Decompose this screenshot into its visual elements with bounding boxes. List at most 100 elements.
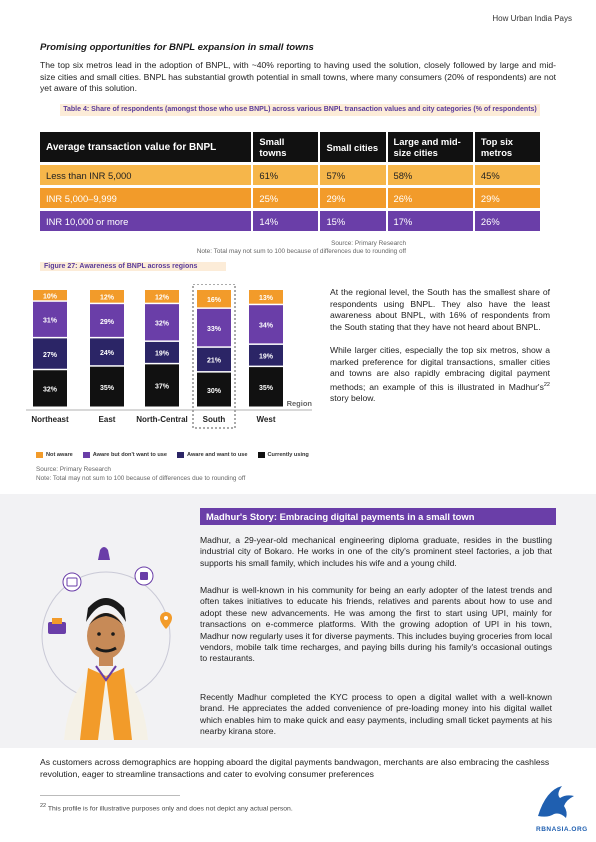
chart-legend: Not aware Aware but don't want to use Awar… <box>36 452 309 458</box>
bar-segment <box>90 290 124 303</box>
figure-note: Note: Total may not sum to 100 because o… <box>36 475 246 482</box>
legend-item: Not aware <box>36 452 73 458</box>
bar-value-label: 35% <box>100 385 115 392</box>
table-header-cell: Small towns <box>251 132 319 162</box>
highlight-box <box>192 284 236 429</box>
table-cell: 29% <box>318 188 386 208</box>
bar-value-label: 27% <box>43 352 58 359</box>
bar-segment <box>145 364 179 407</box>
table-header-cell: Large and mid-size cities <box>385 132 473 162</box>
story-paragraph-2: Madhur is well-known in his community fo… <box>200 585 552 664</box>
category-label: East <box>99 415 116 424</box>
bar-value-label: 16% <box>207 297 222 304</box>
bar-value-label: 19% <box>259 354 274 361</box>
table-caption: Table 4: Share of respondents (amongst t… <box>60 104 540 116</box>
footnote: 22 This profile is for illustrative purp… <box>40 803 293 812</box>
figure-caption: Figure 27: Awareness of BNPL across regi… <box>40 262 226 271</box>
story-title: Madhur's Story: Embracing digital paymen… <box>200 508 556 525</box>
bar-value-label: 32% <box>43 387 58 394</box>
bar-segment <box>249 344 283 366</box>
table-row: INR 5,000–9,999 25% 29% 26% 29% <box>40 188 540 208</box>
bar-value-label: 35% <box>259 385 274 392</box>
bar-segment <box>90 366 124 407</box>
bar-segment <box>90 338 124 366</box>
table-cell: 58% <box>385 165 473 185</box>
footnote-number: 22 <box>40 803 47 809</box>
bar-value-label: 19% <box>155 351 170 358</box>
legend-label: Aware and want to use <box>187 452 248 458</box>
bar-value-label: 13% <box>259 295 274 302</box>
table-note: Note: Total may not sum to 100 because o… <box>196 248 406 255</box>
section-title: Promising opportunities for BNPL expansi… <box>40 42 314 53</box>
bar-segment <box>145 341 179 363</box>
table-header-cell: Top six metros <box>472 132 540 162</box>
bar-segment <box>249 367 283 407</box>
legend-label: Not aware <box>46 452 73 458</box>
bar-value-label: 24% <box>100 350 115 357</box>
regional-paragraph-2: While larger cities, especially the top … <box>330 345 550 404</box>
eagle-logo-icon <box>538 786 574 818</box>
bar-value-label: 33% <box>207 326 222 333</box>
table-cell: 61% <box>251 165 319 185</box>
bar-value-label: 29% <box>100 319 115 326</box>
table-row: INR 10,000 or more 14% 15% 17% 26% <box>40 211 540 231</box>
bar-segment <box>145 290 179 303</box>
legend-label: Aware but don't want to use <box>92 452 167 458</box>
logo-text: RBNASIA.ORG <box>536 826 588 833</box>
table-cell: 26% <box>472 211 540 231</box>
table-cell: 45% <box>472 165 540 185</box>
regional-paragraph-2-text: While larger cities, especially the top … <box>330 345 550 392</box>
bnpl-transaction-table: Average transaction value for BNPL Small… <box>40 129 540 234</box>
footnote-divider <box>40 795 180 796</box>
bar-segment <box>33 290 67 301</box>
person-illustration-icon <box>41 547 172 740</box>
regional-paragraph-2-end: story below. <box>330 392 376 403</box>
bar-value-label: 21% <box>207 358 222 365</box>
table-cell: 17% <box>385 211 473 231</box>
bar-segment <box>90 304 124 337</box>
legend-swatch <box>82 452 90 458</box>
figure-source: Source: Primary Research <box>36 466 111 473</box>
table-cell: 26% <box>385 188 473 208</box>
x-axis-title: Region <box>287 399 313 408</box>
bar-segment <box>197 347 231 372</box>
footnote-ref: 22 <box>543 381 550 388</box>
table-caption-prefix: Table 4: <box>63 106 90 113</box>
table-cell: 15% <box>318 211 386 231</box>
legend-swatch <box>36 452 43 458</box>
bar-segment <box>33 370 67 407</box>
bar-value-label: 12% <box>155 295 170 302</box>
story-paragraph-1: Madhur, a 29-year-old mechanical enginee… <box>200 535 552 568</box>
story-paragraph-3: Recently Madhur completed the KYC proces… <box>200 692 552 737</box>
bnpl-awareness-chart: 32% 27% 31% 10% Northeast 35% 24% 29% 12% East 37%… <box>26 284 313 429</box>
legend-swatch <box>257 452 265 458</box>
bar-segment <box>249 305 283 344</box>
bar-value-label: 12% <box>100 295 115 302</box>
bar-value-label: 37% <box>155 384 170 391</box>
category-label: South <box>203 415 226 424</box>
table-caption-text: Share of respondents (amongst those who … <box>91 106 537 113</box>
table-cell: 29% <box>472 188 540 208</box>
table-cell: INR 5,000–9,999 <box>40 188 252 208</box>
bar-segment <box>197 308 231 347</box>
legend-item: Aware and want to use <box>177 452 248 458</box>
table-cell: 14% <box>251 211 319 231</box>
table-cell: INR 10,000 or more <box>40 211 252 231</box>
bar-segment <box>197 290 231 308</box>
bar-value-label: 34% <box>259 323 274 330</box>
table-cell: Less than INR 5,000 <box>40 165 252 185</box>
legend-swatch <box>177 452 184 458</box>
running-header: How Urban India Pays <box>492 14 572 23</box>
table-header-cell: Small cities <box>318 132 386 162</box>
bar-value-label: 32% <box>155 321 170 328</box>
bar-value-label: 10% <box>43 293 58 300</box>
figure-caption-prefix: Figure 27: <box>44 263 78 270</box>
table-row: Less than INR 5,000 61% 57% 58% 45% <box>40 165 540 185</box>
intro-paragraph: The top six metros lead in the adoption … <box>40 60 556 93</box>
bar-segment <box>249 290 283 304</box>
category-label: Northeast <box>31 415 69 424</box>
bar-segment <box>197 372 231 407</box>
footnote-text: This profile is for illustrative purpose… <box>46 805 293 813</box>
bar-value-label: 31% <box>43 318 58 325</box>
table-source: Source: Primary Research <box>331 240 406 247</box>
